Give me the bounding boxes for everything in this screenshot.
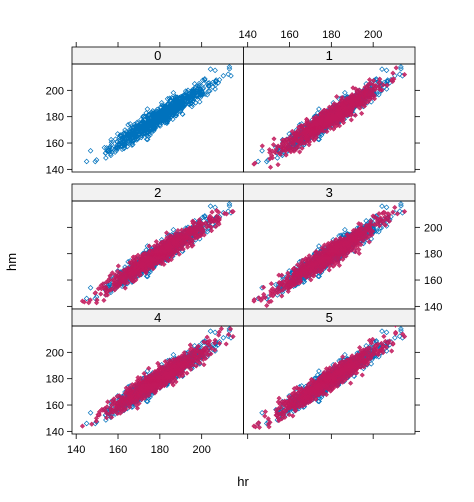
- panel-strip-label: 4: [154, 310, 161, 325]
- x-tick-label: 160: [280, 29, 298, 41]
- panel-strip-label: 2: [154, 185, 161, 200]
- panel-4: 4: [71, 308, 244, 435]
- panel-frame: [243, 325, 416, 435]
- y-tick-label: 180: [46, 374, 64, 386]
- panel-points: [83, 64, 234, 165]
- imputed-points: [79, 326, 236, 429]
- x-tick-label: 160: [109, 444, 127, 456]
- panel-1: 1: [243, 46, 416, 173]
- panel-points: [79, 201, 236, 306]
- y-tick-label: 200: [46, 85, 64, 97]
- panel-2: 2: [71, 183, 244, 310]
- x-tick-label: 140: [239, 29, 257, 41]
- panel-points: [251, 201, 408, 309]
- y-tick-label: 180: [424, 249, 442, 261]
- imputed-points: [251, 204, 408, 309]
- panel-points: [251, 64, 408, 170]
- y-tick-label: 200: [424, 222, 442, 234]
- y-tick-label: 180: [46, 112, 64, 124]
- panel-strip-label: 0: [154, 48, 161, 63]
- panel-points: [251, 326, 408, 431]
- observed-points: [83, 64, 234, 165]
- x-tick-label: 140: [67, 444, 85, 456]
- y-tick-label: 160: [424, 275, 442, 287]
- x-tick-label: 200: [364, 29, 382, 41]
- panel-strip-label: 3: [326, 185, 333, 200]
- y-tick-label: 140: [46, 426, 64, 438]
- axis-ticks: [67, 42, 420, 439]
- y-axis-title: hm: [4, 253, 19, 271]
- y-tick-label: 140: [46, 164, 64, 176]
- imputed-points: [251, 65, 408, 170]
- y-tick-label: 200: [46, 347, 64, 359]
- panel-5: 5: [243, 308, 416, 435]
- x-tick-label: 180: [322, 29, 340, 41]
- y-tick-label: 160: [46, 400, 64, 412]
- y-tick-label: 140: [424, 301, 442, 313]
- panel-frame: [243, 63, 416, 173]
- panel-strip-label: 1: [326, 48, 333, 63]
- panel-0: 0: [71, 46, 244, 173]
- imputed-points: [251, 326, 408, 431]
- imputed-points: [79, 207, 236, 306]
- x-tick-label: 180: [151, 444, 169, 456]
- panel-strip-label: 5: [326, 310, 333, 325]
- y-tick-label: 160: [46, 138, 64, 150]
- x-tick-label: 200: [192, 444, 210, 456]
- x-axis-title: hr: [237, 474, 249, 489]
- panel-3: 3: [243, 183, 416, 310]
- panel-points: [79, 326, 236, 429]
